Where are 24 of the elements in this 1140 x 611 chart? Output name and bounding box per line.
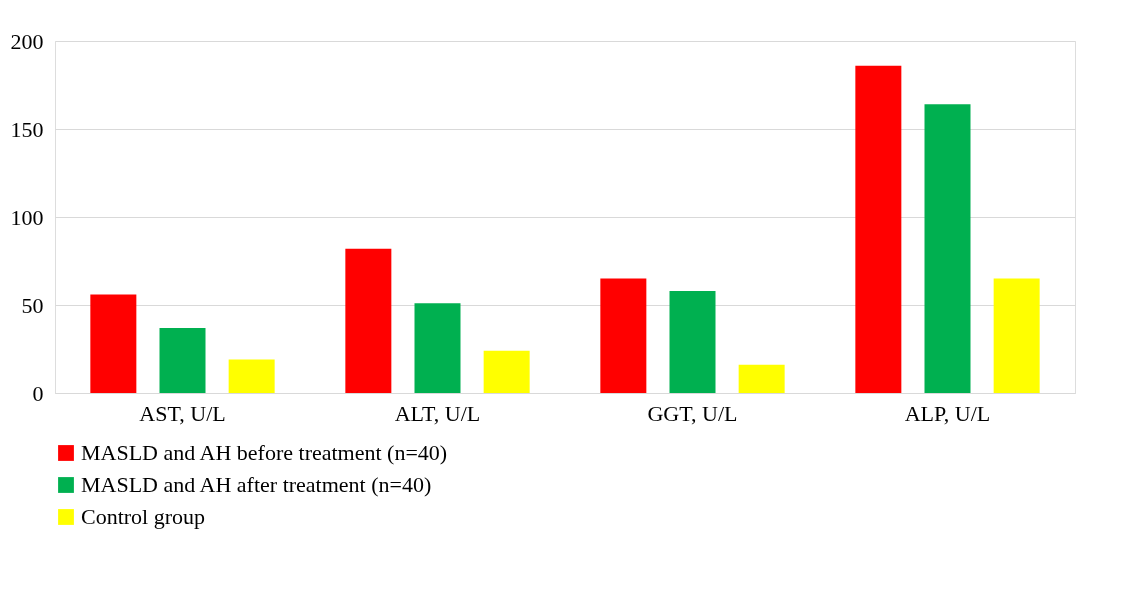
x-tick-label: ALT, U/L	[394, 400, 481, 426]
bar	[90, 294, 137, 393]
legend-label: Control group	[81, 504, 206, 529]
y-tick-label: 100	[10, 204, 44, 230]
y-tick-label: 200	[10, 28, 44, 54]
y-tick-label: 50	[21, 292, 44, 318]
bar	[993, 278, 1040, 393]
bar	[738, 364, 785, 393]
bar	[228, 359, 275, 393]
y-tick-label: 0	[32, 380, 44, 406]
bar	[669, 290, 716, 393]
x-tick-label: ALP, U/L	[904, 400, 991, 426]
y-tick-label: 150	[10, 116, 44, 142]
legend-label: MASLD and AH after treatment (n=40)	[81, 472, 432, 497]
bar	[159, 327, 206, 393]
x-tick-label: AST, U/L	[139, 400, 226, 426]
legend-label: MASLD and AH before treatment (n=40)	[81, 440, 448, 465]
bar	[924, 104, 971, 393]
bar	[483, 350, 530, 393]
bar	[600, 278, 647, 393]
x-tick-label: GGT, U/L	[647, 400, 738, 426]
bar	[345, 248, 392, 393]
bar	[855, 65, 902, 393]
bar	[414, 303, 461, 393]
